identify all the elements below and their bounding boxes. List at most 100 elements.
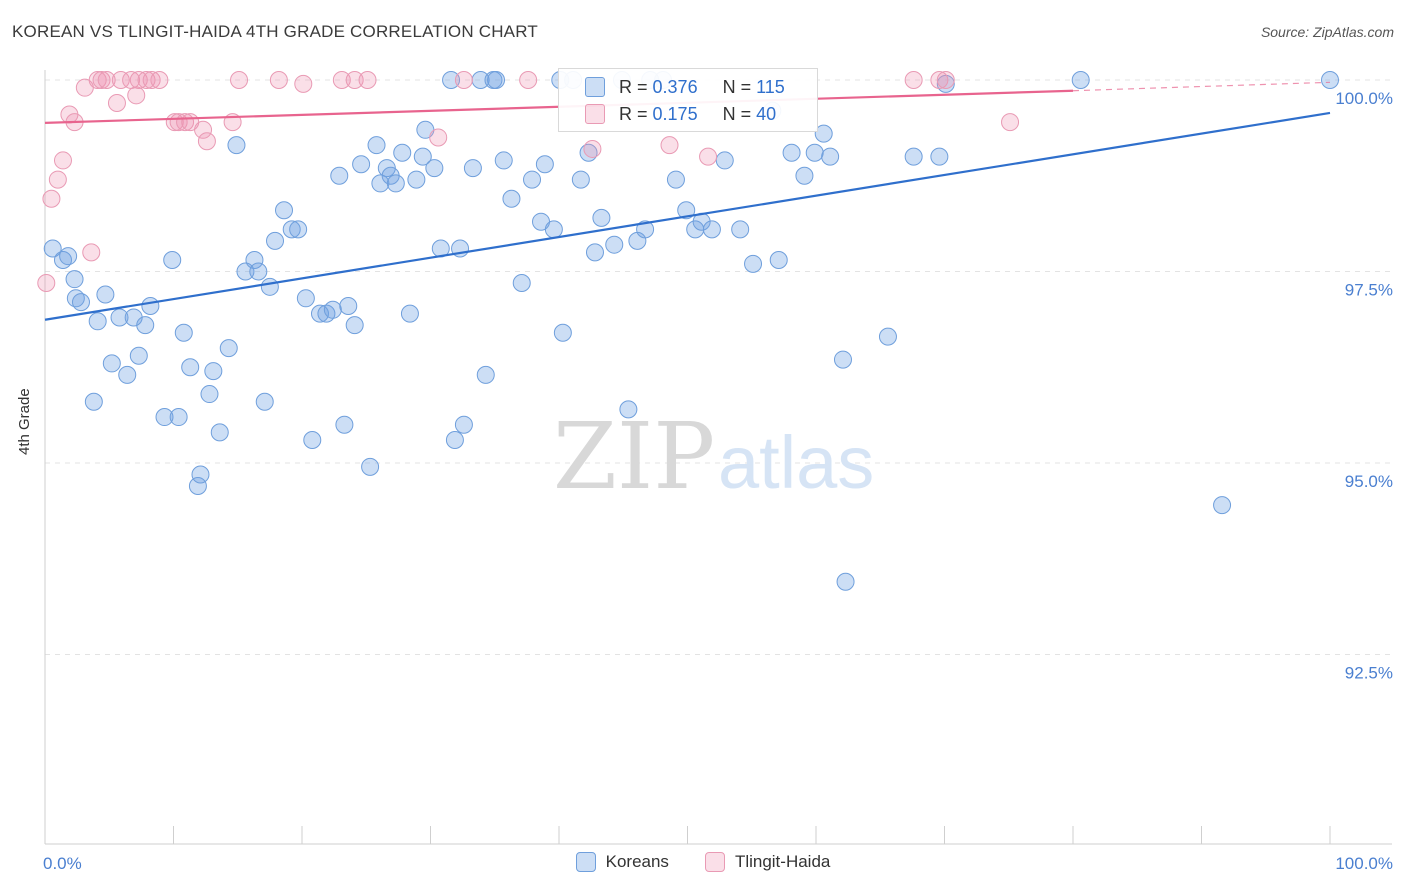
point-koreans: [282, 220, 301, 239]
point-koreans: [245, 251, 264, 270]
point-koreans: [88, 312, 107, 331]
point-koreans: [303, 431, 322, 450]
point-tlingit-haida: [82, 243, 101, 262]
point-tlingit-haida: [53, 151, 72, 170]
axes: [44, 70, 1392, 845]
point-tlingit-haida: [92, 71, 111, 89]
r-label: R =: [619, 76, 648, 97]
legend-item-tlingit-haida[interactable]: Tlingit-Haida: [704, 852, 831, 872]
point-koreans: [71, 293, 90, 312]
point-koreans: [371, 174, 390, 193]
stats-swatch-tlingit-haida: [585, 104, 605, 124]
legend-item-koreans[interactable]: Koreans: [575, 852, 669, 872]
point-koreans: [782, 143, 801, 162]
point-koreans: [833, 350, 852, 369]
point-koreans: [454, 415, 473, 434]
point-koreans: [367, 136, 386, 155]
point-tlingit-haida: [429, 128, 448, 147]
point-koreans: [255, 392, 274, 411]
point-koreans: [487, 71, 506, 89]
point-koreans: [102, 354, 121, 373]
point-tlingit-haida: [454, 71, 473, 89]
point-koreans: [65, 270, 84, 289]
point-koreans: [400, 304, 419, 323]
point-koreans: [210, 423, 229, 442]
point-koreans: [352, 155, 371, 174]
series-koreans: [43, 71, 1339, 591]
point-koreans: [330, 166, 349, 185]
point-tlingit-haida: [127, 86, 146, 105]
point-koreans: [174, 323, 193, 342]
legend: Koreans Tlingit-Haida: [0, 852, 1406, 872]
point-koreans: [181, 358, 200, 377]
r-value-koreans: 0.376: [652, 76, 698, 97]
point-tlingit-haida: [97, 71, 116, 89]
point-koreans: [544, 220, 563, 239]
point-tlingit-haida: [660, 136, 679, 155]
n-label: N =: [722, 103, 752, 124]
point-tlingit-haida: [294, 74, 313, 93]
point-tlingit-haida: [1001, 113, 1020, 132]
y-tick-label: 92.5%: [1345, 664, 1393, 683]
point-tlingit-haida: [107, 93, 126, 112]
point-koreans: [188, 476, 207, 495]
point-tlingit-haida: [48, 170, 67, 189]
legend-swatch-koreans: [575, 852, 596, 872]
point-koreans: [930, 147, 949, 166]
point-koreans: [636, 220, 655, 239]
point-koreans: [169, 408, 188, 427]
point-koreans: [289, 220, 308, 239]
point-tlingit-haida: [111, 71, 130, 89]
point-koreans: [523, 170, 542, 189]
point-koreans: [535, 155, 554, 174]
point-koreans: [266, 231, 285, 250]
point-tlingit-haida: [197, 132, 216, 151]
point-koreans: [249, 262, 268, 281]
legend-label-koreans: Koreans: [605, 852, 669, 871]
point-koreans: [413, 147, 432, 166]
point-koreans: [339, 296, 358, 315]
point-koreans: [204, 362, 223, 381]
y-tick-label: 100.0%: [1335, 89, 1393, 108]
y-tick-label: 97.5%: [1345, 281, 1393, 300]
legend-label-tlingit-haida: Tlingit-Haida: [734, 852, 831, 871]
point-tlingit-haida: [37, 273, 56, 292]
point-koreans: [795, 166, 814, 185]
point-tlingit-haida: [358, 71, 377, 89]
watermark-atlas: atlas: [718, 421, 874, 504]
point-koreans: [227, 136, 246, 155]
point-koreans: [59, 247, 78, 266]
point-koreans: [585, 243, 604, 262]
point-koreans: [335, 415, 354, 434]
point-tlingit-haida: [137, 71, 156, 89]
point-koreans: [677, 201, 696, 220]
point-koreans: [425, 159, 444, 178]
n-value-koreans: 115: [756, 76, 785, 97]
point-koreans: [619, 400, 638, 419]
point-koreans: [110, 308, 129, 327]
point-koreans: [260, 277, 279, 296]
point-koreans: [702, 220, 721, 239]
point-tlingit-haida: [42, 189, 61, 208]
series-tlingit-haida: [37, 71, 1020, 292]
y-axis-label: 4th Grade: [16, 388, 33, 455]
point-tlingit-haida: [936, 71, 955, 89]
point-koreans: [744, 254, 763, 273]
point-koreans: [592, 208, 611, 227]
point-koreans: [345, 316, 364, 335]
point-koreans: [323, 300, 342, 319]
point-koreans: [200, 385, 219, 404]
tick-labels: 100.0% 97.5% 95.0% 92.5% 0.0% 100.0%: [43, 89, 1393, 873]
point-koreans: [1213, 496, 1232, 515]
point-koreans: [1321, 71, 1339, 89]
point-koreans: [805, 143, 824, 162]
watermark: ZIP atlas: [553, 403, 874, 510]
point-koreans: [393, 143, 412, 162]
point-koreans: [553, 323, 572, 342]
point-tlingit-haida: [142, 71, 161, 89]
point-koreans: [118, 365, 137, 384]
point-koreans: [502, 189, 521, 208]
point-koreans: [715, 151, 734, 170]
point-tlingit-haida: [519, 71, 538, 89]
stats-box: R = 0.376 N = 115 R = 0.175 N = 40: [558, 68, 818, 132]
